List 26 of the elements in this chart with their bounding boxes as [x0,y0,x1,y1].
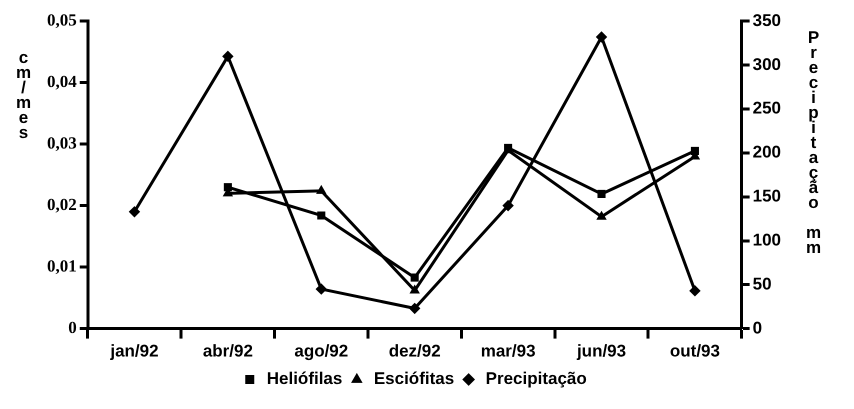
y2-tick-label: 0 [752,318,762,338]
y2-tick-label: 50 [752,274,772,294]
legend-label: Heliófilas [266,369,342,388]
y-tick-label: 0,01 [47,256,77,276]
y2-tick-label: 150 [752,186,782,206]
y-axis-title: cm/mes [13,48,34,140]
legend-label: Precipitação [486,369,587,388]
y-tick-label: 0 [68,318,77,337]
y-tick-label: 0,02 [47,195,77,214]
legend-label: Esciófitas [374,369,454,388]
y2-tick-label: 350 [752,10,782,30]
x-tick-label: ago/92 [294,341,348,360]
y2-tick-label: 300 [752,54,782,74]
x-tick-label: jun/93 [576,341,626,360]
y2-tick-label: 100 [752,230,782,250]
x-tick-label: mar/93 [480,341,536,360]
y2-tick-label: 250 [752,98,782,118]
x-tick-label: dez/92 [388,341,441,360]
x-tick-label: abr/92 [202,341,253,360]
y-tick-label: 0,04 [47,72,78,92]
y-tick-label: 0,05 [47,10,77,30]
y-tick-label: 0,03 [47,134,77,153]
x-tick-label: out/93 [670,341,720,360]
x-tick-label: jan/92 [109,341,159,360]
y2-tick-label: 200 [752,142,782,162]
y2-axis-title: Precipitação mm [803,28,824,255]
